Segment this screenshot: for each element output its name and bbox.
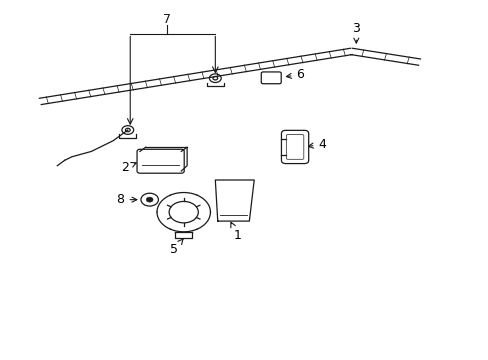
Polygon shape: [350, 48, 420, 65]
Text: 2: 2: [121, 161, 136, 174]
Circle shape: [146, 197, 153, 202]
Text: 8: 8: [116, 193, 137, 206]
Text: 7: 7: [163, 13, 170, 27]
FancyBboxPatch shape: [261, 72, 281, 84]
FancyBboxPatch shape: [281, 130, 308, 163]
Polygon shape: [39, 48, 352, 104]
FancyBboxPatch shape: [286, 135, 303, 159]
Text: 1: 1: [230, 222, 241, 242]
Text: 3: 3: [352, 22, 360, 43]
Text: 5: 5: [170, 239, 183, 256]
Polygon shape: [215, 180, 254, 221]
Text: 6: 6: [286, 68, 304, 81]
FancyBboxPatch shape: [137, 149, 184, 173]
Text: 4: 4: [307, 138, 325, 151]
